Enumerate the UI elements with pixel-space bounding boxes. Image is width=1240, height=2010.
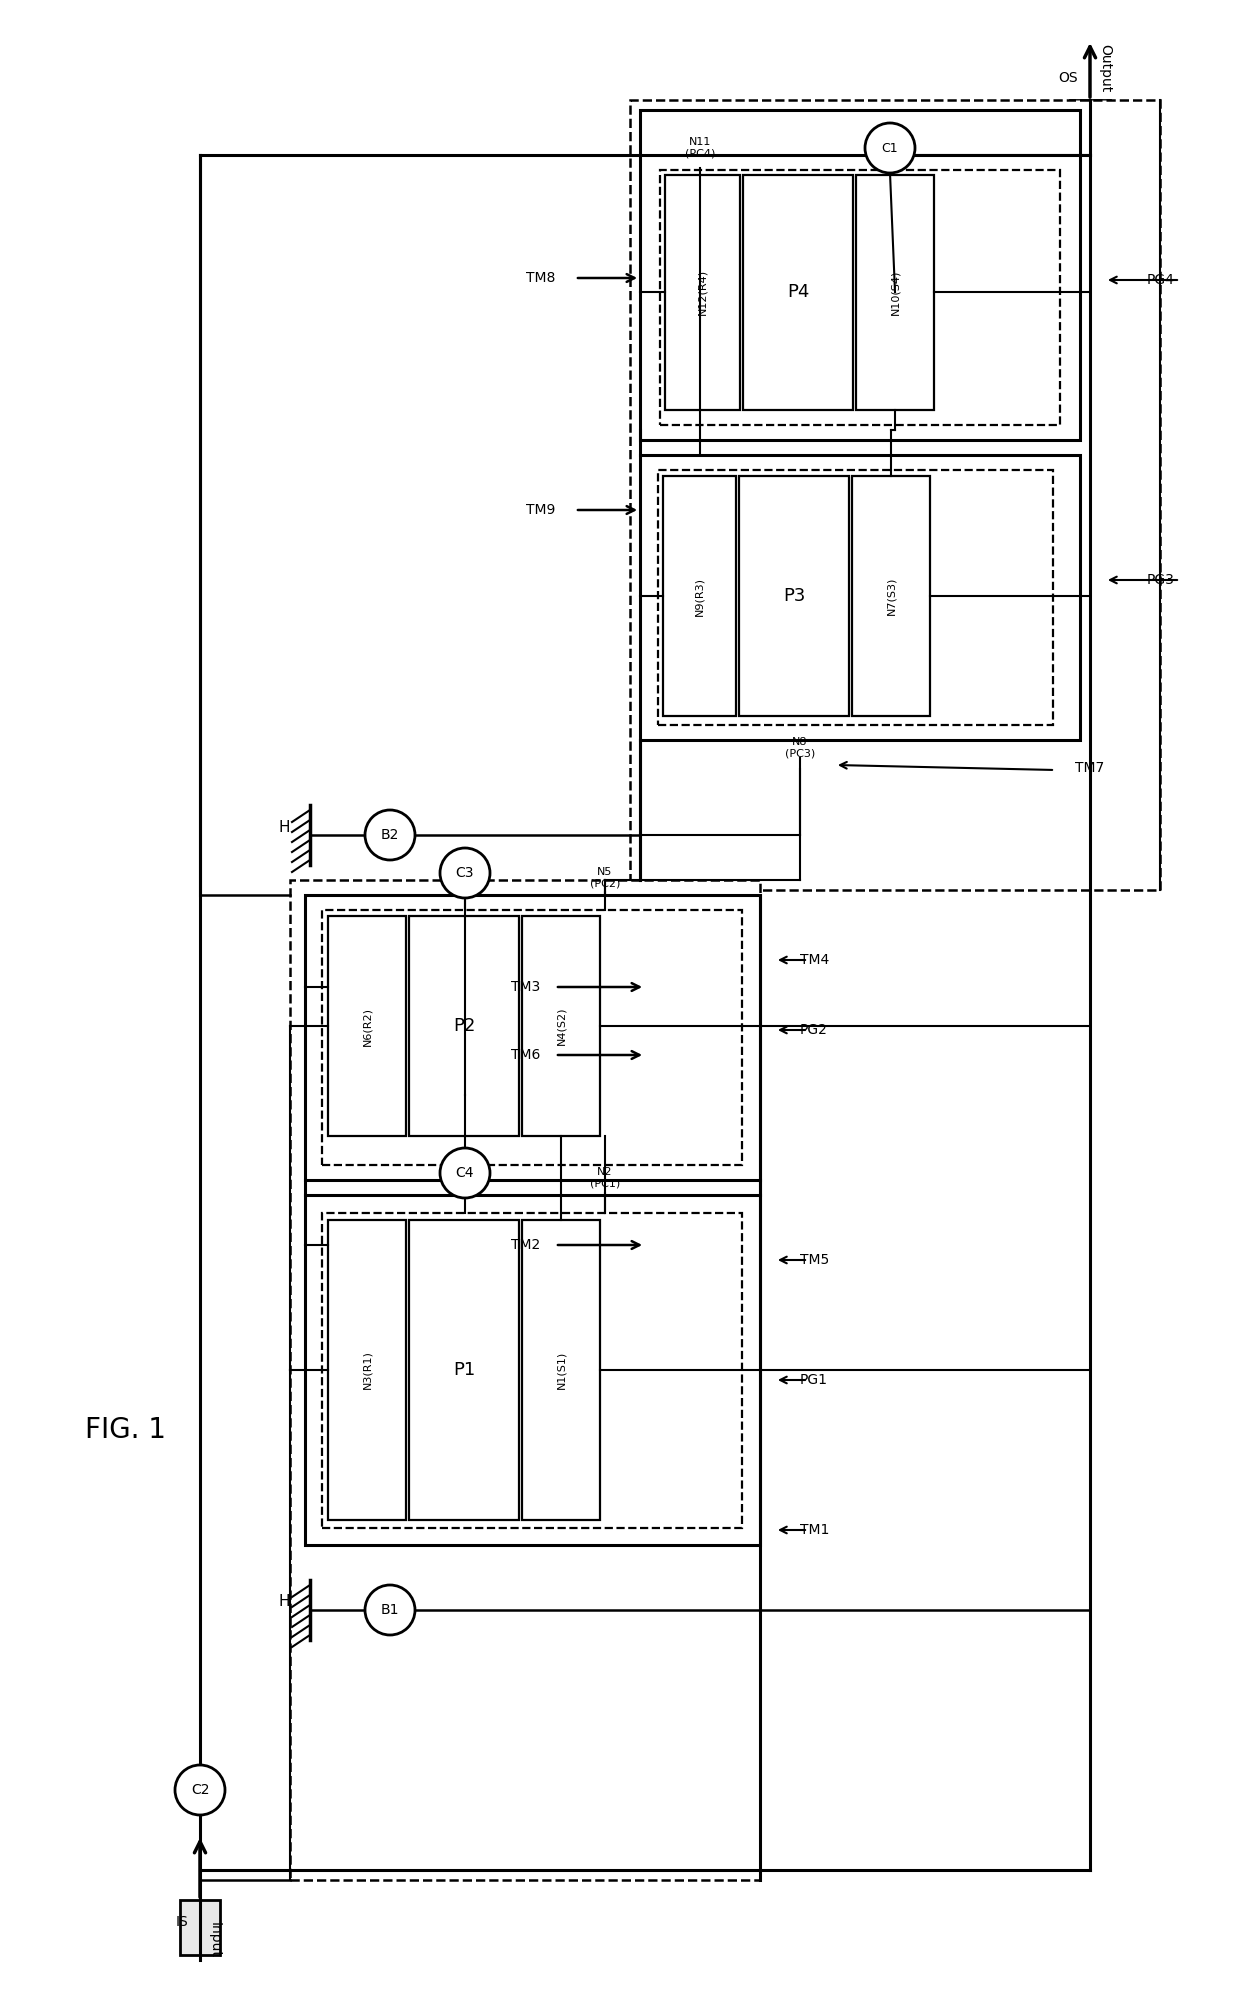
Text: P2: P2 [453,1017,475,1035]
Bar [522,917,600,1136]
Text: H: H [279,1594,290,1610]
Bar [322,911,742,1166]
Bar [743,175,853,410]
Bar [856,175,934,410]
Text: PG4: PG4 [1147,273,1176,287]
Text: P1: P1 [453,1361,475,1379]
Text: H: H [279,820,290,834]
Text: N9(R3): N9(R3) [694,577,704,615]
Bar [630,100,1159,890]
Text: TM4: TM4 [800,953,830,967]
Text: TM6: TM6 [511,1047,539,1061]
Bar [1070,100,1110,155]
Text: PG2: PG2 [800,1023,828,1037]
Text: C1: C1 [882,141,898,155]
Text: P4: P4 [787,283,810,302]
Text: FIG. 1: FIG. 1 [86,1415,166,1443]
Bar [739,476,849,716]
Bar [658,470,1053,726]
Text: C2: C2 [191,1783,210,1797]
Text: C4: C4 [456,1166,474,1180]
Bar [660,171,1060,424]
Text: N5
(PC2): N5 (PC2) [590,866,620,888]
Text: N6(R2): N6(R2) [362,1007,372,1045]
Bar [180,1899,219,1956]
Text: PG1: PG1 [800,1373,828,1387]
Text: P3: P3 [782,587,805,605]
Text: C3: C3 [456,866,474,880]
Bar [305,1196,760,1546]
Text: N7(S3): N7(S3) [887,577,897,615]
Text: N3(R1): N3(R1) [362,1351,372,1389]
Bar [665,175,740,410]
Bar [409,917,520,1136]
Bar [329,917,405,1136]
Circle shape [175,1765,224,1815]
Text: Input: Input [208,1922,222,1958]
Bar [640,111,1080,440]
Text: N8
(PC3): N8 (PC3) [785,738,815,760]
Circle shape [365,1586,415,1634]
Text: N10(S4): N10(S4) [890,269,900,316]
Text: IS: IS [175,1916,188,1930]
Bar [409,1220,520,1520]
Bar [852,476,930,716]
Text: N2
(PC1): N2 (PC1) [590,1168,620,1188]
Bar [663,476,737,716]
Text: N12(R4): N12(R4) [697,269,707,316]
Bar [305,894,760,1180]
Text: B2: B2 [381,828,399,842]
Circle shape [866,123,915,173]
Text: TM9: TM9 [526,502,556,517]
Text: TM1: TM1 [800,1524,830,1538]
Text: TM5: TM5 [800,1252,830,1266]
Text: TM3: TM3 [511,981,539,995]
Text: N1(S1): N1(S1) [556,1351,565,1389]
Text: N11
(PC4): N11 (PC4) [684,137,715,159]
Bar [329,1220,405,1520]
Text: Output: Output [1097,44,1112,92]
Text: TM8: TM8 [526,271,556,285]
Bar [522,1220,600,1520]
Bar [640,454,1080,740]
Bar [290,880,760,1879]
Text: PG3: PG3 [1147,573,1176,587]
Text: OS: OS [1059,70,1078,84]
Text: N4(S2): N4(S2) [556,1007,565,1045]
Bar [322,1212,742,1528]
Circle shape [440,1148,490,1198]
Text: TM2: TM2 [511,1238,539,1252]
Circle shape [440,848,490,898]
Text: TM7: TM7 [1075,762,1105,776]
Circle shape [365,810,415,860]
Text: B1: B1 [381,1604,399,1616]
